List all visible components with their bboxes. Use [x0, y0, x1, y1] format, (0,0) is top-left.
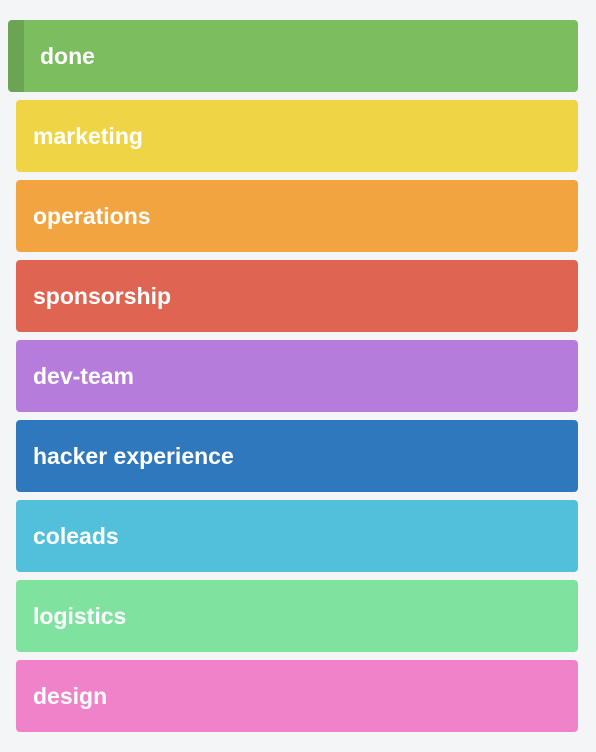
selected-indicator: [8, 20, 24, 92]
label-text: done: [40, 42, 95, 69]
label-text: operations: [33, 202, 151, 229]
label-text: logistics: [33, 602, 127, 629]
label-text: dev-team: [33, 362, 134, 389]
label-sponsorship[interactable]: sponsorship: [16, 260, 578, 332]
label-logistics[interactable]: logistics: [16, 580, 578, 652]
label-text: hacker experience: [33, 442, 234, 469]
label-hacker-experience[interactable]: hacker experience: [16, 420, 578, 492]
label-marketing[interactable]: marketing: [16, 100, 578, 172]
label-design[interactable]: design: [16, 660, 578, 732]
label-text: design: [33, 682, 108, 709]
label-text: sponsorship: [33, 282, 172, 309]
label-operations[interactable]: operations: [16, 180, 578, 252]
label-dev-team[interactable]: dev-team: [16, 340, 578, 412]
label-text: coleads: [33, 522, 119, 549]
label-coleads[interactable]: coleads: [16, 500, 578, 572]
label-done[interactable]: done: [8, 20, 578, 92]
label-text: marketing: [33, 122, 143, 149]
